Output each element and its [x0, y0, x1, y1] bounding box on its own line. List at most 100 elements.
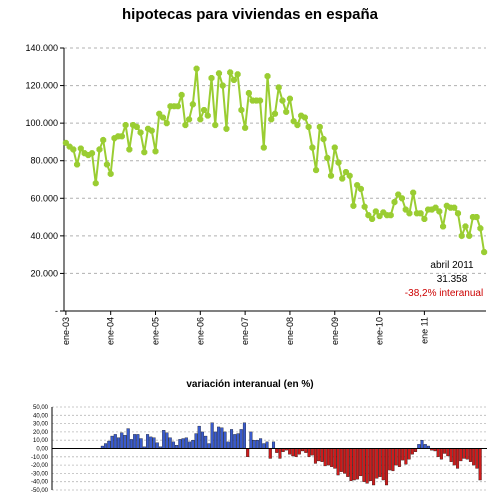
data-point: [189, 101, 196, 108]
bar: [104, 443, 108, 449]
bar: [372, 448, 376, 486]
bar: [339, 448, 343, 472]
data-point: [260, 144, 267, 151]
bar: [423, 444, 427, 449]
bar: [439, 448, 443, 460]
bar: [155, 442, 159, 449]
data-point: [294, 121, 301, 129]
bar: [204, 435, 208, 449]
data-point: [342, 168, 349, 176]
bar: [404, 448, 408, 465]
bar: [246, 448, 250, 457]
bar: [478, 448, 482, 481]
bar: [262, 443, 266, 449]
y-tick-label: 20,00: [33, 430, 49, 436]
data-point: [335, 159, 342, 166]
data-point: [286, 95, 293, 102]
data-point: [466, 232, 473, 239]
bar: [178, 439, 182, 449]
bar: [291, 448, 295, 457]
bar: [194, 433, 198, 449]
bar: [120, 432, 124, 449]
data-point: [324, 154, 331, 161]
bar: [217, 426, 221, 449]
bar: [407, 448, 411, 460]
data-point: [77, 145, 84, 152]
bar: [462, 448, 466, 459]
data-point: [372, 208, 379, 215]
y-tick-label: -40,00: [31, 480, 49, 486]
bar: [255, 440, 259, 449]
data-point: [227, 69, 234, 76]
data-point: [107, 170, 114, 177]
data-point: [193, 65, 200, 72]
bar: [304, 448, 308, 453]
data-point: [148, 127, 155, 134]
y-tick-label: 40,00: [33, 413, 49, 419]
bar: [375, 448, 379, 479]
data-point: [163, 120, 170, 127]
data-point: [152, 148, 159, 155]
data-point: [70, 146, 77, 153]
data-point: [279, 97, 286, 104]
data-point: [238, 106, 245, 114]
data-point: [391, 198, 398, 206]
bar: [278, 448, 282, 459]
bar: [384, 448, 389, 486]
bar: [226, 441, 230, 449]
data-point: [159, 114, 167, 121]
data-point: [305, 123, 312, 130]
bar: [233, 434, 237, 449]
data-point: [197, 116, 204, 123]
bar: [252, 440, 256, 449]
data-point: [473, 214, 480, 221]
bar: [239, 429, 243, 449]
bar: [220, 427, 224, 449]
bar: [126, 428, 130, 449]
bar: [171, 441, 175, 449]
data-point: [301, 114, 308, 121]
bar: [133, 434, 137, 449]
data-point: [365, 212, 372, 219]
bar: [317, 448, 321, 462]
bar: [320, 448, 324, 462]
bar: [168, 437, 172, 449]
data-point: [339, 175, 346, 182]
bar: [152, 437, 156, 449]
bar: [265, 441, 269, 449]
data-point: [357, 185, 364, 192]
data-point: [376, 213, 383, 220]
data-point: [346, 172, 353, 179]
data-point: [264, 73, 271, 80]
data-point: [361, 203, 368, 210]
bar: [443, 448, 447, 454]
bar: [213, 431, 217, 449]
bar: [275, 448, 279, 453]
bar: [249, 431, 253, 449]
data-point: [245, 90, 252, 97]
data-point: [451, 204, 458, 211]
bar: [472, 448, 476, 466]
data-point: [432, 204, 439, 211]
y-tick-label: -50,00: [31, 488, 49, 493]
data-point: [290, 118, 297, 125]
data-point: [477, 225, 484, 232]
bar: [162, 430, 166, 449]
data-point: [137, 129, 144, 136]
bar: [149, 436, 153, 449]
data-point: [436, 208, 443, 215]
data-point: [387, 212, 394, 219]
bar: [420, 440, 424, 449]
y-tick-label: 0,00: [36, 447, 48, 453]
data-point: [234, 71, 241, 78]
y-tick-label: 30,00: [33, 422, 49, 428]
bar: [410, 448, 414, 455]
bar: [181, 438, 185, 449]
data-point: [62, 139, 69, 146]
y-tick-label: -10,00: [31, 455, 49, 461]
data-point: [369, 215, 376, 222]
bar: [323, 448, 327, 467]
bar: [146, 434, 150, 449]
bar: [268, 448, 272, 459]
data-point: [354, 182, 361, 189]
